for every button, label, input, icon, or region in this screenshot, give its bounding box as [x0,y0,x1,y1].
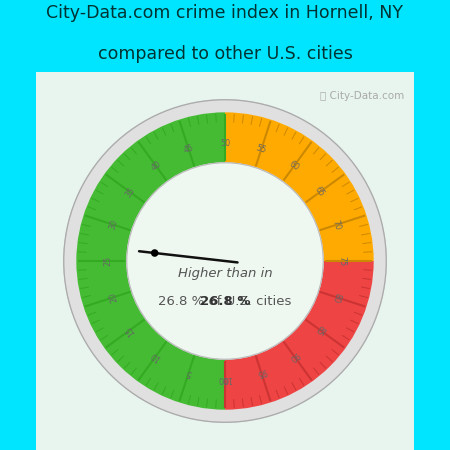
Wedge shape [76,112,225,410]
Text: 35: 35 [124,185,137,199]
Text: City-Data.com crime index in Hornell, NY: City-Data.com crime index in Hornell, NY [46,4,404,22]
Wedge shape [225,112,374,261]
Circle shape [127,163,323,359]
Text: compared to other U.S. cities: compared to other U.S. cities [98,45,352,63]
Wedge shape [225,261,374,410]
Text: 90: 90 [287,349,301,362]
Text: 0: 0 [222,374,228,382]
Text: 10: 10 [149,349,163,362]
Text: 95: 95 [255,367,267,378]
Text: 25: 25 [104,256,112,266]
Text: 30: 30 [108,219,119,231]
Text: 100: 100 [217,374,233,382]
Text: 45: 45 [183,144,195,155]
Text: 80: 80 [331,291,342,303]
Text: 26.8 % of U.S. cities: 26.8 % of U.S. cities [158,295,292,308]
Text: Higher than in: Higher than in [178,267,272,280]
Text: 5: 5 [185,367,193,378]
Circle shape [151,249,158,257]
Text: 40: 40 [149,160,163,173]
Text: ⓘ City-Data.com: ⓘ City-Data.com [320,91,404,101]
Text: 26.8 %: 26.8 % [200,295,250,308]
Text: 65: 65 [313,185,326,199]
Text: 55: 55 [255,144,267,155]
Text: 70: 70 [331,219,342,231]
Text: 20: 20 [108,291,119,303]
Text: 50: 50 [220,140,230,148]
Text: 85: 85 [313,323,326,337]
Circle shape [64,100,386,422]
Text: 15: 15 [124,323,137,337]
Text: 60: 60 [287,160,301,173]
Text: 75: 75 [338,256,346,266]
